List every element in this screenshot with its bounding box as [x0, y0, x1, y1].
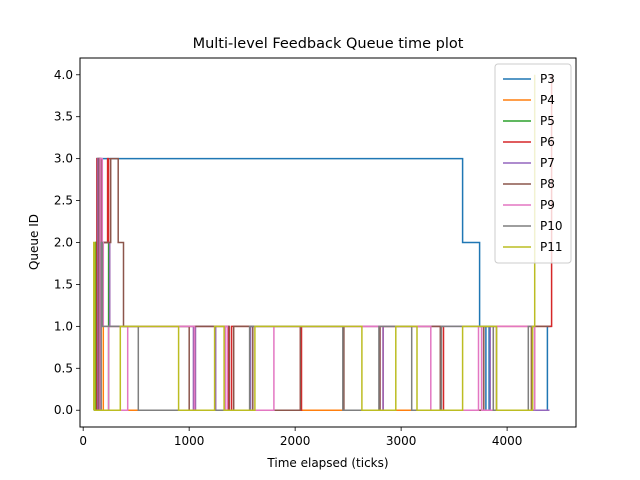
y-tick-label: 3.5 — [54, 110, 73, 124]
x-tick-label: 3000 — [386, 434, 417, 448]
series-line-p11 — [93, 74, 536, 411]
x-axis-label: Time elapsed (ticks) — [266, 456, 388, 470]
legend-label-p4: P4 — [540, 93, 555, 107]
x-tick-label: 2000 — [280, 434, 311, 448]
x-axis: 0 1000 2000 3000 4000 — [79, 427, 522, 448]
y-tick-label: 0.0 — [54, 403, 73, 417]
legend-label-p7: P7 — [540, 156, 555, 170]
y-tick-label: 3.0 — [54, 152, 73, 166]
legend-frame — [494, 63, 572, 264]
y-tick-label: 2.5 — [54, 194, 73, 208]
chart-title: Multi-level Feedback Queue time plot — [193, 36, 464, 52]
y-tick-label: 1.0 — [54, 319, 73, 333]
y-axis-label: Queue ID — [27, 214, 41, 270]
x-tick-label: 4000 — [492, 434, 523, 448]
series-line-p9 — [99, 157, 536, 411]
y-tick-label: 1.5 — [54, 277, 73, 291]
x-tick-label: 1000 — [174, 434, 205, 448]
y-tick-label: 2.0 — [54, 236, 73, 250]
legend-label-p6: P6 — [540, 135, 555, 149]
series-line-p8 — [98, 157, 550, 411]
legend-label-p5: P5 — [540, 114, 555, 128]
y-axis: 0.0 0.5 1.0 1.5 2.0 2.5 3.0 3.5 4.0 — [54, 68, 80, 417]
legend-label-p8: P8 — [540, 177, 555, 191]
y-tick-label: 0.5 — [54, 361, 73, 375]
legend-label-p9: P9 — [540, 198, 555, 212]
plot-frame — [79, 57, 577, 428]
legend-label-p11: P11 — [540, 240, 563, 254]
legend-label-p10: P10 — [540, 219, 563, 233]
x-tick-label: 0 — [79, 434, 87, 448]
legend-label-p3: P3 — [540, 72, 555, 86]
plot-area — [93, 74, 553, 411]
legend: P3 P4 P5 P6 P7 P8 P9 P10 P11 — [494, 63, 572, 264]
y-tick-label: 4.0 — [54, 68, 73, 82]
